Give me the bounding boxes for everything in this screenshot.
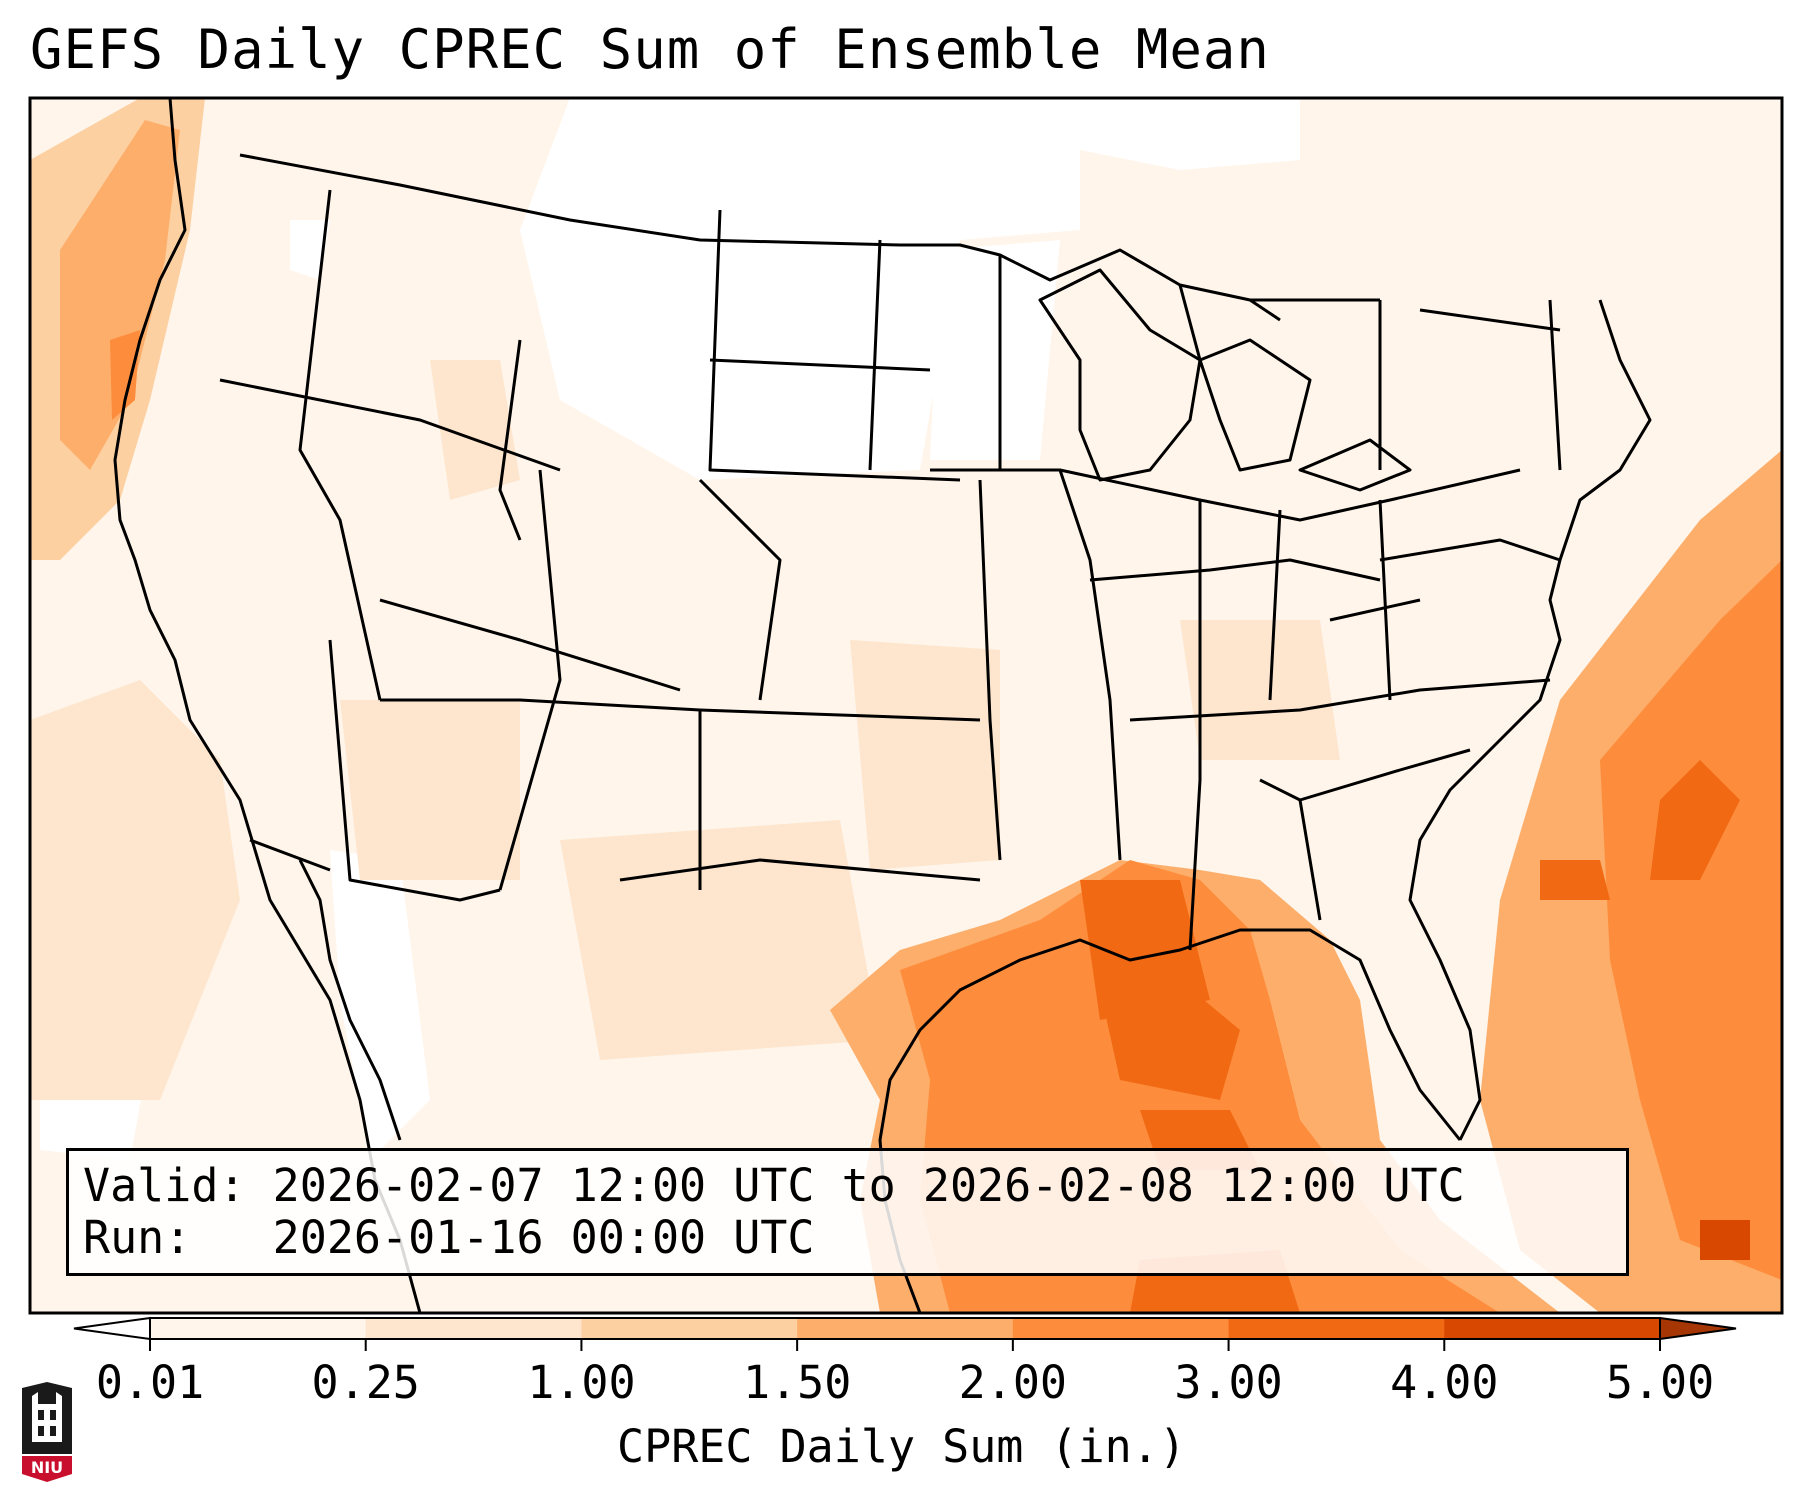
colorbar (73, 1316, 1737, 1351)
map-title: GEFS Daily CPREC Sum of Ensemble Mean (30, 18, 1270, 81)
colorbar-segment (150, 1318, 367, 1339)
west-coastline (113, 98, 422, 1313)
colorbar-tick-label: 4.00 (1390, 1356, 1499, 1409)
colorbar-under-extension (73, 1316, 151, 1341)
valid-time-text: Valid: 2026-02-07 12:00 UTC to 2026-02-0… (83, 1159, 1465, 1212)
colorbar-segment (365, 1318, 582, 1339)
colorbar-tick-label: 0.25 (311, 1356, 420, 1409)
info-box: Valid: 2026-02-07 12:00 UTC to 2026-02-0… (66, 1148, 1629, 1276)
us-canada-border (239, 153, 1281, 322)
colorbar-segment (581, 1318, 798, 1339)
run-time-text: Run: 2026-01-16 00:00 UTC (83, 1211, 815, 1264)
east-coastline (1408, 299, 1652, 1141)
colorbar-tick-label: 1.50 (742, 1356, 852, 1409)
precip-field (30, 98, 1782, 1313)
baja-peninsula (298, 859, 402, 1141)
great-lakes (1038, 268, 1202, 482)
svg-text:NIU: NIU (31, 1458, 63, 1477)
boundaries (113, 98, 1652, 1313)
colorbar-tick-label: 0.01 (95, 1356, 205, 1409)
map-frame (28, 96, 1784, 1315)
colorbar-over-extension (1659, 1316, 1737, 1341)
colorbar-tick-label: 5.00 (1605, 1356, 1715, 1409)
colorbar-segment (1444, 1318, 1661, 1339)
colorbar-segment (1012, 1318, 1230, 1339)
colorbar-outline (149, 1317, 1661, 1340)
colorbar-segment (1228, 1318, 1445, 1339)
colorbar-tick-label: 2.00 (958, 1356, 1068, 1409)
colorbar-tick-label: 3.00 (1174, 1356, 1283, 1409)
colorbar-label: CPREC Daily Sum (in.) (617, 1420, 1186, 1473)
niu-logo: NIU (22, 1382, 72, 1482)
colorbar-segment (797, 1318, 1014, 1339)
colorbar-tick-label: 1.00 (527, 1356, 636, 1409)
